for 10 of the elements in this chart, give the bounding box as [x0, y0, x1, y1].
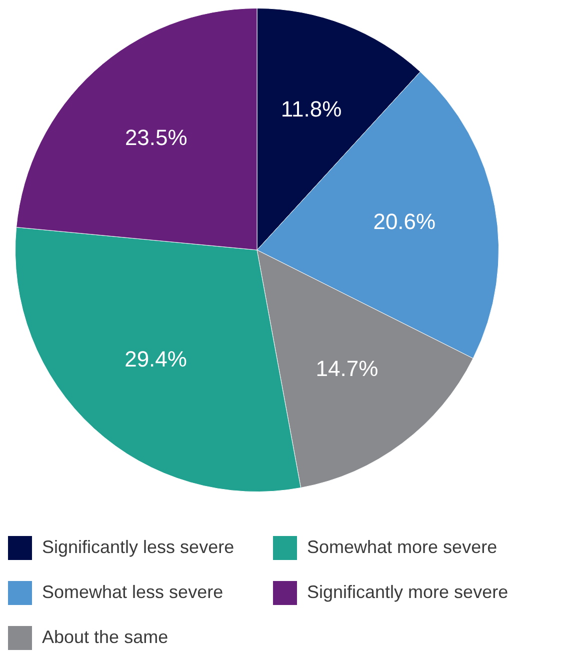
legend-label: Somewhat more severe: [307, 537, 498, 558]
data-label: 11.8%: [280, 96, 342, 122]
data-label: 20.6%: [373, 208, 436, 234]
data-label: 23.5%: [124, 125, 188, 150]
legend-label: Significantly more severe: [307, 582, 508, 603]
legend-label: Somewhat less severe: [42, 582, 224, 603]
legend-label: About the same: [42, 627, 168, 648]
data-label: 29.4%: [124, 346, 187, 372]
legend-label: Significantly less severe: [42, 537, 234, 558]
data-label: 14.7%: [316, 356, 378, 381]
